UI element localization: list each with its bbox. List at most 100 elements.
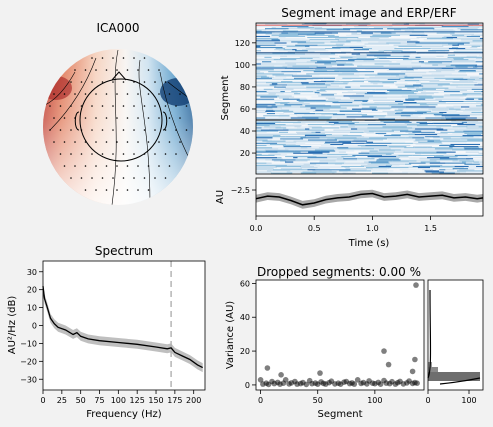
dropped-point	[385, 361, 392, 368]
segment-cell	[330, 83, 348, 85]
segment-cell	[454, 69, 460, 72]
segment-cell	[420, 91, 439, 94]
segment-cell	[445, 162, 466, 164]
segment-cell	[256, 134, 273, 137]
segment-cell	[433, 97, 443, 99]
segment-cell	[429, 54, 448, 56]
segment-cell	[344, 166, 350, 169]
segment-cell	[325, 23, 346, 25]
segment-cell	[460, 56, 483, 58]
segment-cell	[465, 98, 474, 100]
segment-cell	[286, 76, 313, 78]
sensor-point	[63, 117, 66, 119]
segment-cell	[377, 150, 396, 152]
segment-cell	[263, 121, 281, 123]
segment-cell	[279, 113, 297, 116]
segment-cell	[309, 38, 340, 41]
segment-cell	[434, 148, 465, 150]
segment-cell	[463, 77, 480, 79]
segment-cell	[273, 109, 290, 111]
spectrum-ylabel: AU²/Hz (dB)	[7, 296, 18, 355]
segment-cell	[460, 137, 480, 139]
segment-cell	[261, 130, 270, 132]
segment-cell	[319, 164, 348, 166]
segment-cell	[284, 118, 306, 120]
segment-cell	[285, 29, 311, 31]
segment-cell	[451, 149, 471, 151]
segment-cell	[371, 109, 378, 111]
segment-cell	[256, 32, 272, 34]
segment-cell	[467, 30, 483, 32]
segment-cell	[440, 139, 468, 141]
segment-cell	[284, 112, 295, 115]
segment-cell	[399, 77, 414, 79]
segment-cell	[350, 68, 357, 71]
segment-cell	[442, 36, 447, 39]
segment-cell	[256, 105, 268, 107]
segment-cell	[359, 138, 387, 140]
segment-cell	[476, 50, 483, 52]
segment-cell	[470, 68, 483, 71]
spectrum-ytick-label: −20	[20, 357, 37, 366]
segment-cell	[335, 97, 350, 99]
segment-cell	[458, 128, 480, 130]
segment-cell	[376, 106, 392, 108]
dropped-points	[257, 282, 420, 388]
segment-cell	[271, 32, 282, 34]
segment-cell	[409, 120, 432, 122]
segment-cell	[406, 126, 437, 128]
segment-cell	[469, 159, 483, 161]
segment-cell	[477, 83, 483, 85]
segment-cell	[464, 34, 472, 36]
segment-cell	[313, 110, 328, 112]
segment-cell	[473, 156, 483, 159]
segment-cell	[409, 23, 420, 25]
segment-cell	[256, 54, 282, 56]
segment-cell	[347, 153, 376, 155]
segment-cell	[373, 131, 386, 133]
segment-cell	[280, 138, 304, 140]
segment-cell	[297, 91, 315, 94]
segment-cell	[386, 42, 401, 44]
segment-cell	[386, 56, 404, 58]
segment-cell	[339, 85, 361, 87]
segment-cell	[366, 53, 383, 55]
segment-cell	[421, 130, 451, 132]
dropped-ytick-label: 40	[240, 313, 250, 322]
segment-cell	[256, 43, 263, 45]
segment-cell	[362, 47, 373, 50]
sensor-point	[80, 153, 83, 155]
segment-cell	[283, 111, 310, 114]
segment-cell	[418, 61, 424, 63]
segment-cell	[388, 68, 414, 71]
segment-cell	[294, 92, 301, 95]
sensor-point	[175, 129, 177, 131]
segment-cell	[305, 108, 330, 110]
segment-cell	[399, 124, 417, 127]
segment-cell	[412, 154, 426, 157]
segment-cell	[470, 102, 483, 105]
segment-cell	[433, 29, 439, 31]
segment-cell	[331, 133, 348, 136]
sensor-point	[126, 165, 129, 167]
segment-cell	[333, 145, 340, 148]
segment-cell	[426, 102, 447, 105]
segment-cell	[419, 79, 440, 82]
segment-cell	[335, 77, 343, 79]
segment-cell	[466, 112, 481, 115]
segment-cell	[270, 51, 288, 53]
segment-cell	[367, 127, 388, 129]
segment-cell	[350, 30, 357, 32]
segment-cell	[406, 35, 421, 37]
segment-cell	[431, 145, 450, 148]
segment-cell	[366, 56, 378, 58]
segment-cell	[306, 57, 313, 60]
segment-cell	[296, 170, 313, 172]
segment-cell	[325, 47, 333, 50]
segment-cell	[434, 155, 458, 158]
segment-cell	[408, 97, 434, 99]
segment-cell	[297, 156, 308, 159]
segment-cell	[444, 94, 451, 96]
segment-cell	[448, 146, 453, 149]
segment-cell	[256, 133, 281, 136]
